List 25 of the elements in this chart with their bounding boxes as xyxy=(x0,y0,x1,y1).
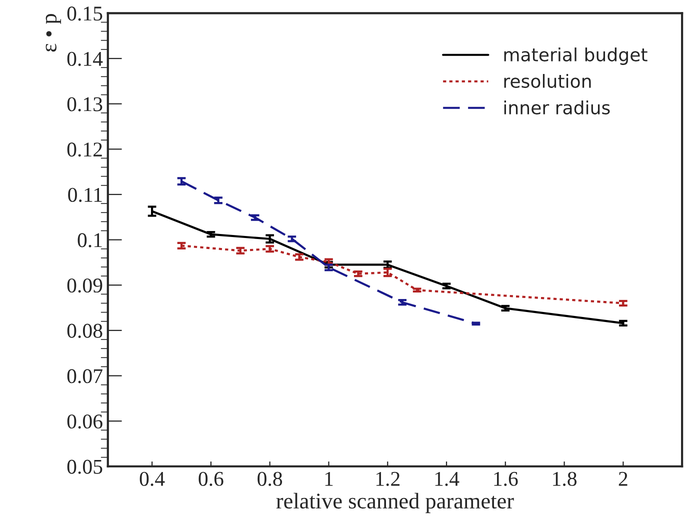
x-tick-label: 0.6 xyxy=(198,472,224,486)
x-tick-label: 2 xyxy=(618,472,628,486)
y-tick-label: 0.12 xyxy=(67,142,102,157)
x-tick-label: 1 xyxy=(325,472,333,486)
legend-label: inner radius xyxy=(504,100,610,114)
y-tick-label: 0.08 xyxy=(67,324,102,338)
x-tick-label: 1.6 xyxy=(494,472,518,486)
legend-label: resolution xyxy=(504,74,591,88)
y-tick-label: 0.15 xyxy=(67,6,102,21)
y-tick-label: 0.11 xyxy=(68,188,102,202)
y-tick-label: 0.1 xyxy=(78,233,102,248)
x-tick-label: 1.8 xyxy=(553,472,577,486)
y-tick-label: 0.05 xyxy=(67,460,102,474)
x-tick-label: 1.2 xyxy=(376,472,400,486)
y-tick-label: 0.06 xyxy=(67,414,102,429)
x-tick-label: 0.4 xyxy=(140,472,165,486)
y-tick-label: 0.07 xyxy=(67,369,102,384)
x-tick-label: 0.8 xyxy=(258,472,282,486)
y-tick-label: 0.09 xyxy=(67,278,102,293)
legend-label: material budget xyxy=(504,47,648,65)
x-tick-label: 1.4 xyxy=(435,472,460,486)
y-axis-title: ε • p xyxy=(46,14,62,52)
x-axis-title: relative scanned parameter xyxy=(276,492,514,514)
y-tick-label: 0.14 xyxy=(67,52,103,66)
y-tick-label: 0.13 xyxy=(67,97,102,112)
